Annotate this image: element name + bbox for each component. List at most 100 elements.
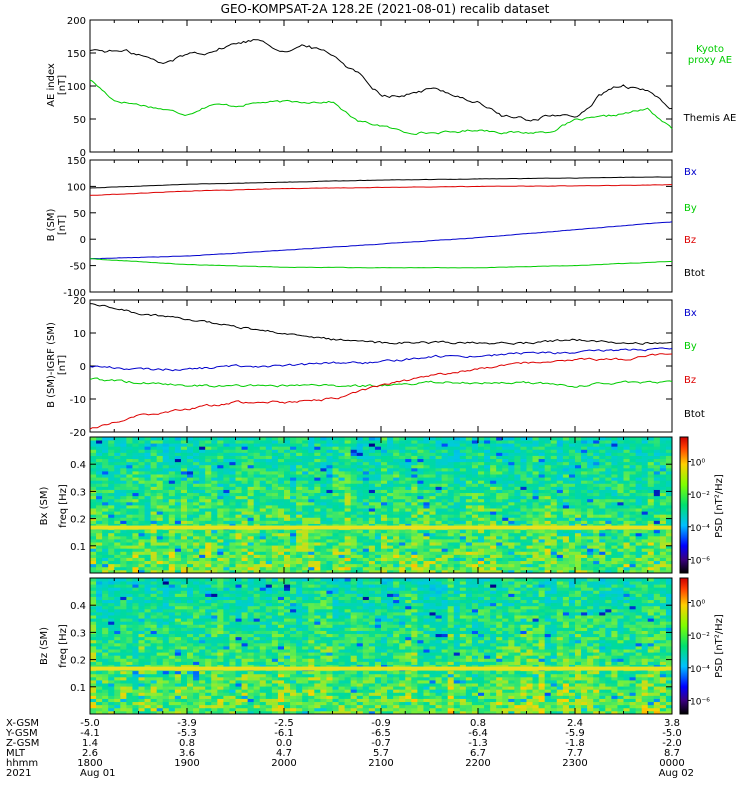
spectrogram-cell bbox=[508, 548, 515, 552]
spectrogram-cell bbox=[205, 514, 212, 518]
spectrogram-cell bbox=[277, 551, 285, 555]
spectrogram-cell bbox=[568, 498, 576, 503]
spectrogram-cell bbox=[350, 458, 358, 463]
spectrogram-cell bbox=[114, 489, 121, 494]
spectrogram-cell bbox=[599, 489, 606, 494]
spectrogram-cell bbox=[247, 523, 255, 528]
spectrogram-cell bbox=[156, 529, 164, 534]
spectrogram-cell bbox=[229, 542, 236, 546]
spectrogram-cell bbox=[405, 446, 412, 450]
spectrogram-cell bbox=[617, 483, 624, 487]
spectrogram-cell bbox=[465, 480, 473, 484]
spectrogram-cell bbox=[381, 523, 388, 528]
spectrogram-cell bbox=[520, 449, 527, 453]
spectrogram-cell bbox=[441, 495, 449, 500]
spectrogram-cell bbox=[253, 449, 261, 453]
ytick-label: 0 bbox=[80, 235, 86, 246]
spectrogram-cell bbox=[381, 511, 388, 515]
spectrogram-cell bbox=[96, 661, 103, 665]
spectrogram-cell bbox=[332, 511, 339, 515]
spectrogram-cell bbox=[405, 517, 412, 521]
spectrogram-cell bbox=[465, 437, 473, 441]
spectrogram-cell bbox=[665, 440, 673, 444]
spectrogram-cell bbox=[441, 542, 449, 546]
spectrogram-cell bbox=[108, 495, 115, 500]
spectrogram-cell bbox=[150, 511, 158, 515]
spectrogram-cell bbox=[296, 511, 303, 515]
spectrogram-cell bbox=[538, 489, 546, 494]
spectrogram-cell bbox=[108, 560, 115, 565]
spectrogram-cell bbox=[120, 458, 127, 463]
spectrogram-cell bbox=[423, 495, 430, 500]
spectrogram-cell bbox=[490, 560, 497, 565]
spectrogram-cell bbox=[387, 498, 394, 503]
spectrogram-cell bbox=[290, 529, 297, 534]
spectrogram-cell bbox=[108, 532, 115, 537]
spectrogram-cell bbox=[114, 545, 121, 549]
spectrogram-cell bbox=[362, 486, 370, 490]
spectrogram-cell bbox=[423, 529, 430, 534]
spectrogram-cell bbox=[180, 483, 188, 487]
spectrogram-cell bbox=[562, 452, 570, 456]
spectrogram-cell bbox=[453, 511, 461, 515]
spectrogram-cell bbox=[302, 443, 309, 447]
spectrogram-cell bbox=[393, 508, 400, 512]
spectrogram-cell bbox=[217, 539, 224, 543]
spectrogram-cell bbox=[605, 458, 612, 463]
spectrogram-cell bbox=[132, 618, 139, 622]
spectrogram-cell bbox=[344, 443, 352, 447]
spectrogram-cell bbox=[568, 505, 576, 509]
spectrogram-cell bbox=[284, 520, 291, 524]
spectrogram-cell bbox=[241, 551, 249, 555]
spectrogram-cell bbox=[356, 498, 364, 503]
spectrogram-cell bbox=[399, 471, 406, 475]
spectrogram-cell bbox=[514, 557, 521, 562]
spectrogram-cell bbox=[429, 498, 436, 503]
spectrogram-cell bbox=[562, 557, 570, 562]
spectrogram-cell bbox=[593, 542, 600, 546]
spectrogram-cell bbox=[405, 511, 412, 515]
spectrogram-cell bbox=[344, 508, 352, 512]
spectrogram-cell bbox=[320, 440, 327, 444]
spectrogram-cell bbox=[326, 545, 333, 549]
spectrogram-cell bbox=[429, 517, 436, 521]
spectrogram-cell bbox=[126, 554, 133, 558]
spectrogram-cell bbox=[659, 548, 667, 552]
spectrogram-cell bbox=[96, 443, 103, 447]
spectrogram-cell bbox=[217, 501, 224, 506]
spectrogram-cell bbox=[368, 483, 376, 487]
spectrogram-cell bbox=[338, 523, 346, 528]
spectrogram-cell bbox=[471, 467, 479, 472]
spectrogram-cell bbox=[174, 545, 182, 549]
spectrogram-cell bbox=[150, 683, 158, 687]
spectrogram-cell bbox=[217, 514, 224, 518]
spectrogram-cell bbox=[350, 495, 358, 500]
spectrogram-cell bbox=[235, 532, 242, 537]
spectrogram-cell bbox=[623, 471, 630, 475]
spectrogram-cell bbox=[356, 508, 364, 512]
spectrogram-cell bbox=[290, 471, 297, 475]
spectrogram-cell bbox=[641, 501, 649, 506]
spectrogram-cell bbox=[381, 548, 388, 552]
spectrogram-cell bbox=[217, 554, 224, 558]
spectrogram-cell bbox=[126, 563, 133, 568]
spectrogram-cell bbox=[647, 517, 655, 521]
spectrogram-cell bbox=[162, 437, 170, 441]
spectrogram-cell bbox=[453, 569, 461, 574]
spectrogram-cell bbox=[326, 458, 333, 463]
spectrogram-cell bbox=[429, 492, 436, 497]
spectrogram-cell bbox=[659, 505, 667, 509]
spectrogram-cell bbox=[368, 471, 376, 475]
spectrogram-cell bbox=[496, 467, 503, 472]
spectrogram-cell bbox=[520, 545, 527, 549]
spectrogram-cell bbox=[556, 557, 564, 562]
spectrogram-cell bbox=[296, 443, 303, 447]
spectrogram-cell bbox=[502, 480, 509, 484]
spectrogram-cell bbox=[387, 464, 394, 469]
spectrogram-cell bbox=[302, 511, 309, 515]
spectrogram-cell bbox=[138, 664, 145, 669]
spectrogram-cell bbox=[126, 471, 133, 475]
spectrogram-cell bbox=[308, 514, 315, 518]
spectrogram-cell bbox=[447, 464, 455, 469]
spectrogram-cell bbox=[162, 492, 170, 497]
